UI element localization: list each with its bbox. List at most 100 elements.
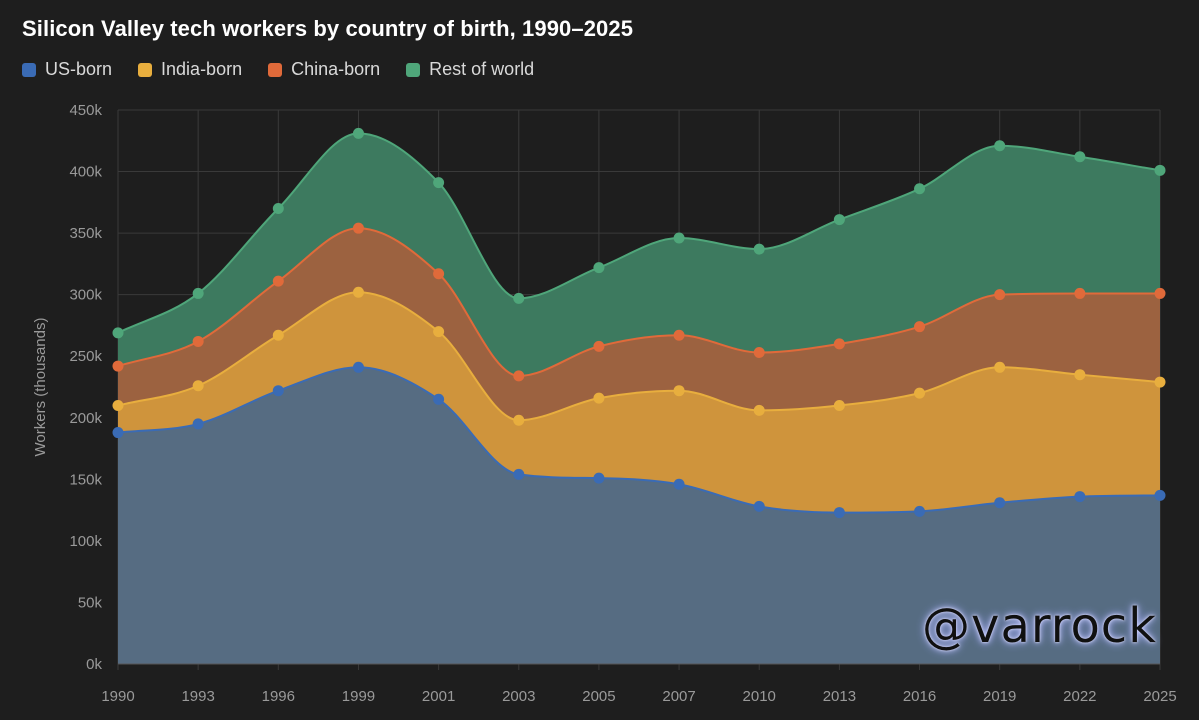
point-india-born-1996 <box>272 329 284 341</box>
point-rest-of-world-2005 <box>593 262 605 274</box>
point-india-born-2025 <box>1154 376 1166 388</box>
x-tick-label-2022: 2022 <box>1063 688 1096 705</box>
y-tick-label-5: 250k <box>69 348 102 365</box>
x-tick-label-2005: 2005 <box>582 688 615 705</box>
point-us-born-2025 <box>1154 489 1166 501</box>
point-us-born-2007 <box>673 478 685 490</box>
points-us-born <box>112 361 1166 519</box>
point-india-born-2013 <box>833 399 845 411</box>
point-us-born-2016 <box>914 505 926 517</box>
point-us-born-2022 <box>1074 491 1086 503</box>
legend-item-us-born[interactable]: US-born <box>22 59 112 80</box>
x-tick-label-1999: 1999 <box>342 688 375 705</box>
point-india-born-2007 <box>673 385 685 397</box>
line-rest-of-world <box>117 132 1161 334</box>
point-us-born-2013 <box>833 507 845 519</box>
point-us-born-1996 <box>272 385 284 397</box>
legend-swatch-india-born <box>138 62 153 77</box>
y-tick-label-1: 50k <box>78 594 103 611</box>
point-china-born-2016 <box>914 321 926 333</box>
point-china-born-1996 <box>272 275 284 287</box>
point-china-born-2005 <box>593 340 605 352</box>
legend-item-rest-of-world[interactable]: Rest of world <box>406 59 534 80</box>
legend-label-rest-of-world: Rest of world <box>429 59 535 79</box>
legend-item-india-born[interactable]: India-born <box>138 59 242 80</box>
point-us-born-2001 <box>433 393 445 405</box>
y-tick-label-6: 300k <box>69 287 102 304</box>
point-india-born-2005 <box>593 392 605 404</box>
point-rest-of-world-1990 <box>112 327 124 339</box>
point-rest-of-world-1993 <box>192 287 204 299</box>
x-tick-label-1990: 1990 <box>101 688 134 705</box>
legend-swatch-rest-of-world <box>406 62 421 77</box>
point-india-born-2003 <box>513 414 525 426</box>
watermark: @varrock <box>922 598 1157 654</box>
point-us-born-2005 <box>593 472 605 484</box>
area-us-born <box>118 367 1160 664</box>
point-china-born-2003 <box>513 370 525 382</box>
legend-swatch-us-born <box>22 62 36 77</box>
point-us-born-2003 <box>513 468 525 480</box>
y-tick-label-4: 200k <box>69 410 102 427</box>
point-india-born-1990 <box>112 399 124 411</box>
y-tick-label-0: 0k <box>86 656 102 673</box>
point-us-born-1993 <box>192 418 204 430</box>
point-us-born-2010 <box>753 500 765 512</box>
point-rest-of-world-2016 <box>914 183 926 195</box>
legend-item-china-born[interactable]: China-born <box>268 59 380 80</box>
point-india-born-1999 <box>352 286 364 298</box>
y-tick-labels: 0k 50k 100k 150k 200k 250k 300k 350k 400k 450k <box>69 102 102 673</box>
point-us-born-1990 <box>112 427 124 439</box>
x-tick-label-2007: 2007 <box>662 688 695 705</box>
points-rest-of-world <box>112 127 1166 339</box>
x-tick-label-2003: 2003 <box>502 688 535 705</box>
point-china-born-1990 <box>112 360 124 372</box>
point-china-born-2025 <box>1154 287 1166 299</box>
points-india-born <box>112 286 1166 426</box>
point-rest-of-world-2007 <box>673 232 685 244</box>
x-tick-labels: 1990 1993 1996 1999 2001 2003 2005 2007 2010 2013… <box>101 688 1176 705</box>
x-tick-label-2013: 2013 <box>823 688 856 705</box>
point-rest-of-world-2001 <box>433 177 445 189</box>
area-rest-of-world <box>118 133 1160 376</box>
point-india-born-2010 <box>753 404 765 416</box>
area-china-born <box>118 228 1160 421</box>
point-rest-of-world-2022 <box>1074 151 1086 163</box>
point-rest-of-world-1996 <box>272 202 284 214</box>
y-tick-label-3: 150k <box>69 471 102 488</box>
y-tick-label-2: 100k <box>69 533 102 550</box>
x-tick-label-1993: 1993 <box>181 688 214 705</box>
legend-swatch-china-born <box>268 62 283 77</box>
y-tick-label-8: 400k <box>69 164 102 181</box>
point-china-born-2007 <box>673 329 685 341</box>
point-india-born-2022 <box>1074 369 1086 381</box>
point-us-born-1999 <box>352 361 364 373</box>
x-tick-label-1996: 1996 <box>262 688 295 705</box>
point-rest-of-world-2010 <box>753 243 765 255</box>
y-tick-label-7: 350k <box>69 225 102 242</box>
point-india-born-2016 <box>914 387 926 399</box>
point-rest-of-world-1999 <box>352 127 364 139</box>
area-india-born <box>118 292 1160 513</box>
y-axis-title: Workers (thousands) <box>32 318 49 457</box>
point-india-born-2001 <box>433 326 445 338</box>
point-rest-of-world-2025 <box>1154 164 1166 176</box>
point-china-born-1999 <box>352 222 364 234</box>
x-tick-label-2019: 2019 <box>983 688 1016 705</box>
point-china-born-2013 <box>833 338 845 350</box>
point-china-born-2010 <box>753 347 765 359</box>
point-india-born-2019 <box>994 361 1006 373</box>
line-india-born <box>117 291 1161 422</box>
legend-label-india-born: India-born <box>161 59 243 79</box>
point-india-born-1993 <box>192 380 204 392</box>
point-china-born-2019 <box>994 289 1006 301</box>
y-tick-label-9: 450k <box>69 102 102 119</box>
legend-label-china-born: China-born <box>291 59 381 79</box>
points-china-born <box>112 222 1166 382</box>
point-rest-of-world-2019 <box>994 140 1006 152</box>
point-china-born-2022 <box>1074 287 1086 299</box>
legend-label-us-born: US-born <box>45 59 113 79</box>
x-tick-label-2001: 2001 <box>422 688 455 705</box>
chart-title: Silicon Valley tech workers by country o… <box>22 16 634 41</box>
